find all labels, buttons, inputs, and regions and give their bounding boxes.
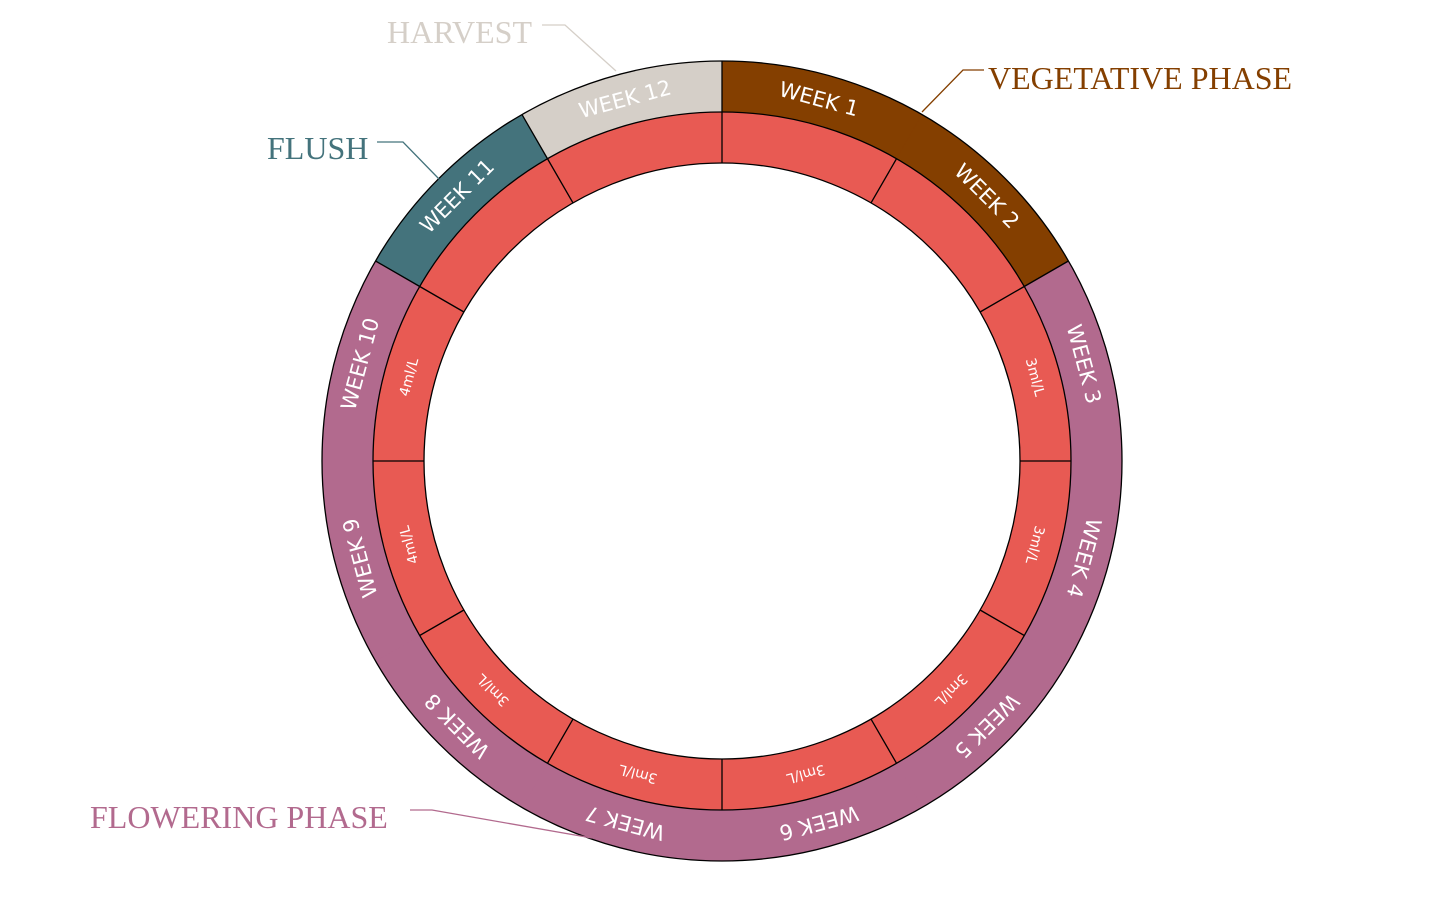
dose-segment-7	[547, 719, 722, 810]
dose-divider	[979, 285, 1025, 313]
inner-ring-edge	[423, 162, 1021, 760]
dose-segment-8	[419, 610, 573, 764]
flush-leader-line	[377, 141, 440, 180]
phase-divider	[375, 260, 421, 288]
harvest-leader-line	[542, 24, 617, 72]
dose-divider	[419, 285, 465, 313]
dose-segment-10	[373, 286, 464, 461]
dose-segment-2	[871, 158, 1025, 312]
flush-label: FLUSH	[267, 130, 368, 166]
outer-ring-edge	[321, 60, 1123, 862]
dose-segment-6	[722, 719, 897, 810]
dose-divider	[546, 158, 574, 204]
phase-divider	[521, 114, 549, 160]
dose-divider	[546, 718, 574, 764]
ring-boundary	[372, 111, 1072, 811]
harvest-label: HARVEST	[387, 14, 532, 50]
dose-segment-3	[980, 286, 1071, 461]
dose-segment-11	[419, 158, 573, 312]
dose-segment-5	[871, 610, 1025, 764]
dose-divider	[870, 718, 898, 764]
flowering-leader-line	[410, 809, 593, 839]
dose-segment-4	[980, 461, 1071, 636]
dose-divider	[979, 609, 1025, 637]
phase-callouts: HARVEST VEGETATIVE PHASE FLUSH FLOWERING…	[90, 14, 1292, 839]
dose-segment-9	[373, 461, 464, 636]
dose-divider	[419, 609, 465, 637]
dose-divider	[870, 158, 898, 204]
phase-divider	[1023, 260, 1069, 288]
vegetative-label: VEGETATIVE PHASE	[988, 60, 1292, 96]
vegetative-leader-line	[921, 69, 984, 113]
flowering-label: FLOWERING PHASE	[90, 799, 388, 835]
dose-segment-1	[722, 112, 897, 203]
dose-segment-12	[547, 112, 722, 203]
